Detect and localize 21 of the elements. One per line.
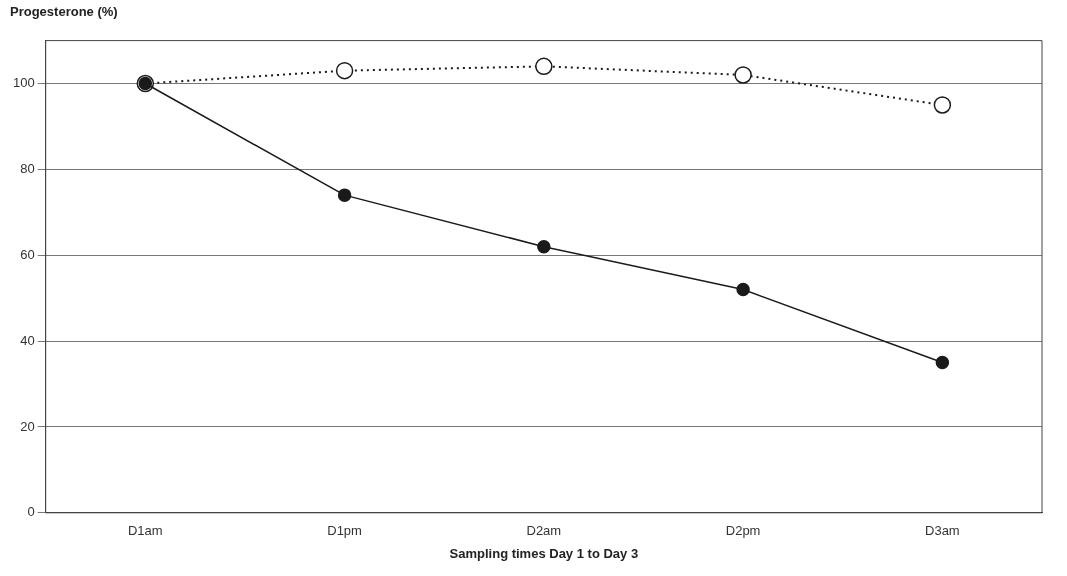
- point: [535, 57, 553, 76]
- x-tick-label: D2am: [526, 523, 562, 539]
- point: [736, 282, 750, 297]
- y-tick-label: 100: [12, 75, 35, 91]
- x-tick-label: D3am: [925, 523, 960, 539]
- point: [734, 66, 752, 84]
- x-axis-title: Sampling times Day 1 to Day 3: [449, 545, 639, 561]
- y-tick-label: 20: [20, 418, 35, 434]
- point: [537, 239, 551, 254]
- point: [337, 188, 352, 202]
- point: [935, 355, 950, 370]
- x-tick-label: D2pm: [725, 523, 761, 539]
- x-tick-label: D1am: [127, 523, 163, 539]
- y-tick-label: 80: [20, 160, 35, 176]
- y-axis-title: Progesterone (%): [10, 4, 118, 20]
- x-tick-label: D1pm: [327, 523, 362, 539]
- point: [335, 61, 354, 80]
- y-tick-label: 60: [20, 246, 35, 262]
- point: [933, 96, 952, 114]
- y-tick-label: 40: [20, 332, 35, 348]
- y-tick-label: 0: [27, 504, 35, 520]
